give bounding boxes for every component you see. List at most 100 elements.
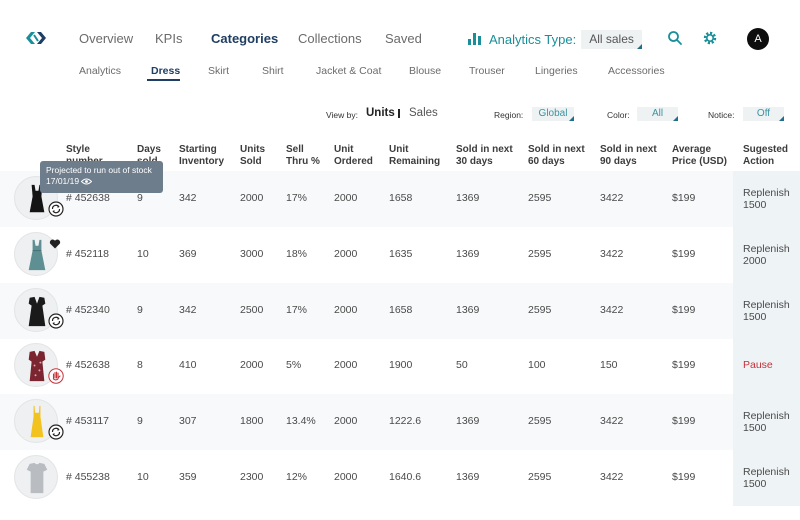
cell-s30: 1369 [456,304,480,316]
nav-saved[interactable]: Saved [385,31,422,46]
cell-ordered: 2000 [334,359,358,371]
action-cell-background [733,283,800,339]
cell-sold: 2300 [240,471,264,483]
header-sold-90[interactable]: Sold in next 90 days [600,144,657,167]
hand-stop-icon[interactable] [48,368,64,384]
cell-remaining: 1222.6 [389,415,422,427]
subnav-dress[interactable]: Dress [151,65,181,77]
cell-s90: 3422 [600,192,624,204]
cell-price: $199 [672,304,696,316]
subnav-shirt[interactable]: Shirt [262,65,284,77]
cell-style: # 453117 [66,415,110,427]
brand-logo-icon[interactable] [24,30,48,46]
gear-icon[interactable] [701,29,719,47]
view-sales-toggle[interactable]: Sales [409,107,438,119]
cell-price: $199 [672,248,696,260]
cell-start: 342 [179,304,197,316]
subnav-skirt[interactable]: Skirt [208,65,229,77]
table-row[interactable]: # 452118 10 369 3000 18% 2000 1635 1369 2595 3422… [0,227,800,283]
suggested-action[interactable]: Pause [743,359,773,371]
nav-categories[interactable]: Categories [211,31,279,46]
header-sold-30[interactable]: Sold in next 30 days [456,144,513,167]
analytics-type-control[interactable]: Analytics Type: All sales [468,29,642,49]
subnav-accessories[interactable]: Accessories [608,65,665,77]
header-unit-ordered[interactable]: Unit Ordered [334,144,373,167]
subnav-trouser[interactable]: Trouser [469,65,505,77]
action-cell-background [733,227,800,283]
notice-select[interactable]: Off [743,107,784,121]
subnav-jacket-coat[interactable]: Jacket & Coat [316,65,382,77]
region-select[interactable]: Global [532,107,574,121]
active-tab-indicator [147,79,180,81]
product-thumbnail[interactable] [14,343,58,387]
analytics-type-label: Analytics Type: [489,31,577,47]
header-unit-remaining[interactable]: Unit Remaining [389,144,441,167]
header-units-sold[interactable]: Units Sold [240,144,265,167]
suggested-action[interactable]: Replenish 1500 [743,466,790,490]
table-row[interactable]: # 455238 10 359 2300 12% 2000 1640.6 1369 2595 34… [0,450,800,506]
analytics-type-select[interactable]: All sales [581,29,642,49]
cell-remaining: 1635 [389,248,413,260]
color-label: Color: [607,110,630,120]
cell-s60: 2595 [528,415,552,427]
table-row[interactable]: # 452340 9 342 2500 17% 2000 1658 1369 2595 3422 $… [0,283,800,339]
header-sell-thru[interactable]: Sell Thru % [286,144,320,167]
cell-s30: 50 [456,359,468,371]
suggested-action[interactable]: Replenish 1500 [743,299,790,323]
subnav-lingeries[interactable]: Lingeries [535,65,578,77]
cell-s60: 100 [528,359,546,371]
product-thumbnail[interactable] [14,232,58,276]
tooltip-date: 17/01/19 [46,176,157,187]
cell-thru: 12% [286,471,308,483]
heart-icon[interactable] [49,237,61,249]
header-average-price[interactable]: Average Price (USD) [672,144,728,167]
cell-ordered: 2000 [334,192,358,204]
cell-start: 342 [179,192,197,204]
subnav-analytics[interactable]: Analytics [79,65,122,77]
cell-s30: 1369 [456,471,480,483]
notice-value: Off [756,108,771,119]
cell-ordered: 2000 [334,248,358,260]
table-row[interactable]: # 453117 9 307 1800 13.4% 2000 1222.6 1369 2595 3… [0,394,800,450]
cell-price: $199 [672,192,696,204]
header-suggested-action[interactable]: Sugested Action [743,144,789,167]
nav-overview[interactable]: Overview [79,31,134,46]
notice-label: Notice: [708,110,735,120]
header-sold-60[interactable]: Sold in next 60 days [528,144,585,167]
cell-remaining: 1900 [389,359,413,371]
cell-ordered: 2000 [334,471,358,483]
suggested-action[interactable]: Replenish 1500 [743,187,790,211]
cell-thru: 17% [286,192,308,204]
view-separator [398,109,400,118]
cell-ordered: 2000 [334,304,358,316]
stock-projection-tooltip: Projected to run out of stock 17/01/19 [40,161,163,193]
header-starting-inventory[interactable]: Starting Inventory [179,144,225,167]
cell-s90: 3422 [600,415,624,427]
cell-days: 10 [137,471,149,483]
recycle-icon[interactable] [48,424,64,440]
nav-kpis[interactable]: KPIs [155,31,183,46]
dropdown-corner-icon [636,43,642,49]
color-select[interactable]: All [637,107,678,121]
bar-chart-icon [468,33,482,45]
search-icon[interactable] [666,29,684,47]
suggested-action[interactable]: Replenish 1500 [743,410,790,434]
cell-style: # 452118 [66,248,110,260]
product-thumbnail[interactable] [14,455,58,499]
avatar[interactable]: A [747,28,769,50]
action-cell-background [733,450,800,506]
recycle-icon[interactable] [48,313,64,329]
analytics-type-value: All sales [589,31,634,46]
recycle-icon[interactable] [48,201,64,217]
cell-style: # 452638 [66,359,110,371]
cell-s60: 2595 [528,248,552,260]
cell-days: 10 [137,248,149,260]
nav-collections[interactable]: Collections [298,31,362,46]
view-units-toggle[interactable]: Units [366,107,395,119]
cell-sold: 2000 [240,359,264,371]
eye-icon [81,178,93,185]
subnav-blouse[interactable]: Blouse [409,65,442,77]
suggested-action[interactable]: Replenish 2000 [743,243,790,267]
cell-price: $199 [672,415,696,427]
table-row[interactable]: # 452638 8 410 2000 5% 2000 1900 50 100 150 $199 Pa… [0,338,800,394]
